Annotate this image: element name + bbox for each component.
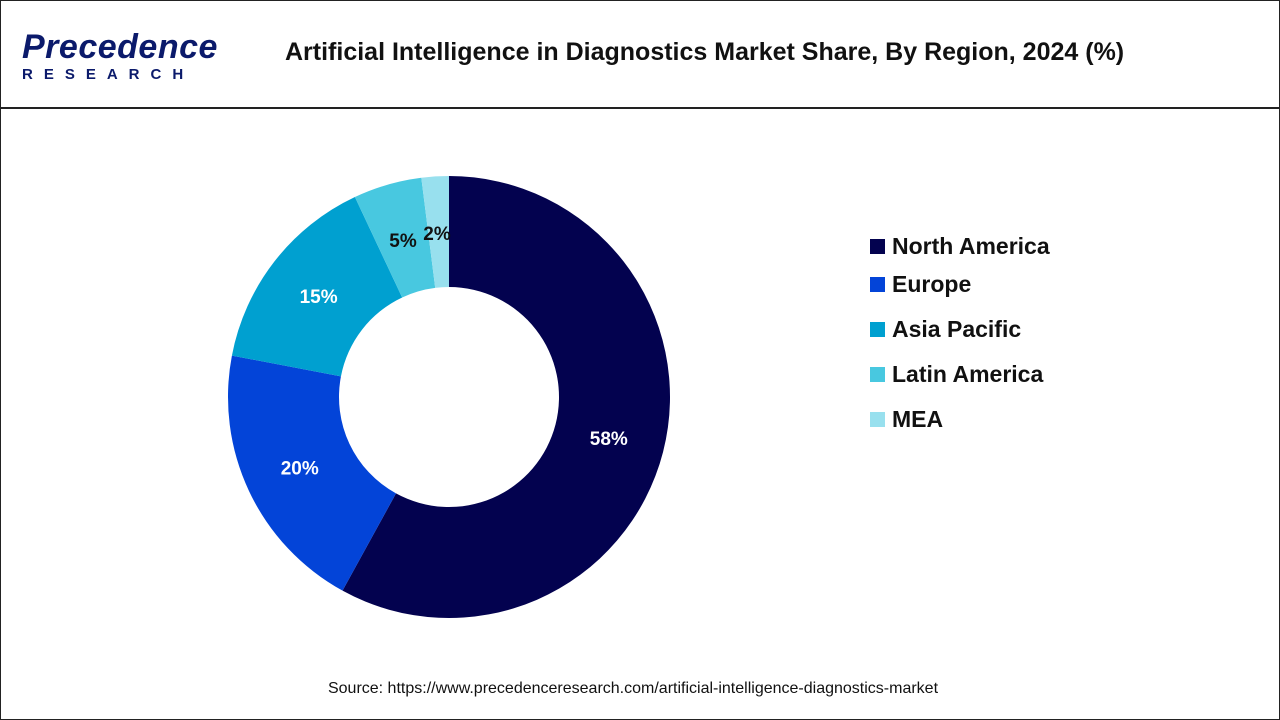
legend-label: Latin America bbox=[892, 361, 1044, 387]
logo: Precedence RESEARCH bbox=[22, 30, 218, 83]
legend-item: Asia Pacific bbox=[870, 277, 1050, 352]
legend-label: Asia Pacific bbox=[892, 316, 1022, 342]
slice-europe bbox=[228, 355, 397, 591]
legend-swatch bbox=[870, 322, 885, 337]
legend-item: MEA bbox=[870, 367, 1050, 442]
data-label: 5% bbox=[389, 231, 417, 252]
slice-latin-america bbox=[354, 177, 436, 298]
data-label: 15% bbox=[300, 287, 338, 308]
legend-label: MEA bbox=[892, 406, 944, 432]
chart-title: Artificial Intelligence in Diagnostics M… bbox=[285, 38, 1125, 66]
slice-mea bbox=[421, 176, 449, 288]
legend-label: Europe bbox=[892, 271, 972, 297]
legend-item: Latin America bbox=[870, 322, 1050, 397]
logo-main: Precedence bbox=[22, 28, 218, 66]
legend-item: North America bbox=[870, 230, 1050, 262]
data-label: 20% bbox=[281, 458, 319, 479]
data-label: 2% bbox=[423, 224, 451, 245]
source-text: Source: https://www.precedenceresearch.c… bbox=[327, 680, 939, 697]
legend-swatch bbox=[870, 277, 885, 292]
data-label: 58% bbox=[590, 429, 628, 450]
legend: North America Europe Asia Pacific Latin Ame… bbox=[870, 230, 1050, 442]
legend-label: North America bbox=[892, 232, 1050, 259]
slice-asia-pacific bbox=[231, 197, 403, 377]
legend-swatch bbox=[870, 412, 885, 427]
header: Precedence RESEARCH Artificial Intellige… bbox=[0, 0, 1280, 109]
slice-north-america bbox=[342, 176, 670, 618]
logo-sub: RESEARCH bbox=[22, 66, 195, 83]
legend-item: Europe bbox=[870, 232, 1050, 307]
legend-swatch bbox=[870, 367, 885, 382]
legend-swatch bbox=[870, 238, 885, 254]
